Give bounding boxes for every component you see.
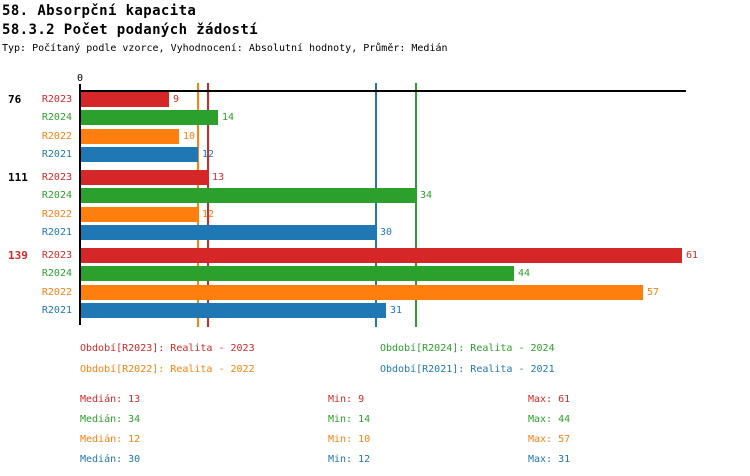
- bar-value-label: 31: [390, 305, 403, 316]
- bar-R2024: [81, 188, 416, 203]
- median-line-R2023: [207, 83, 209, 327]
- row-label-R2022: R2022: [41, 131, 72, 142]
- stat-min-R2023: Min: 9: [328, 394, 365, 405]
- legend-item-R2022: Období[R2022]: Realita - 2022: [80, 364, 255, 375]
- stat-max-R2022: Max: 57: [528, 434, 571, 445]
- stat-median-R2021: Medián: 30: [80, 454, 141, 465]
- stat-max-R2021: Max: 31: [528, 454, 571, 465]
- row-label-R2024: R2024: [41, 190, 72, 201]
- row-label-R2021: R2021: [41, 305, 72, 316]
- legend-item-R2023: Období[R2023]: Realita - 2023: [80, 343, 255, 354]
- y-axis-line: [79, 90, 81, 325]
- bar-value-label: 14: [222, 112, 235, 123]
- row-label-R2024: R2024: [41, 112, 72, 123]
- bar-value-label: 9: [173, 94, 180, 105]
- bar-R2021: [81, 303, 386, 318]
- bar-value-label: 10: [183, 131, 196, 142]
- row-label-R2024: R2024: [41, 268, 72, 279]
- bar-value-label: 30: [380, 227, 393, 238]
- bar-value-label: 61: [686, 250, 699, 261]
- x-axis-zero-tick: [79, 84, 81, 91]
- page-subtitle: 58.3.2 Počet podaných žádostí: [2, 22, 259, 38]
- bar-R2021: [81, 225, 376, 240]
- bar-R2022: [81, 129, 179, 144]
- bar-R2023: [81, 170, 208, 185]
- legend-item-R2021: Období[R2021]: Realita - 2021: [380, 364, 555, 375]
- row-label-R2021: R2021: [41, 149, 72, 160]
- stat-median-R2024: Medián: 34: [80, 414, 141, 425]
- median-line-R2024: [415, 83, 417, 327]
- stat-min-R2022: Min: 10: [328, 434, 371, 445]
- bar-R2021: [81, 147, 198, 162]
- grouped-bar-chart: 0 76 R2023 9 R2024 14 R2022 10 R2021 12 111 R2023 1…: [8, 73, 699, 327]
- row-label-R2022: R2022: [41, 209, 72, 220]
- indicator-meta-line: Typ: Počítaný podle vzorce, Vyhodnocení:…: [2, 43, 448, 54]
- row-label-R2023: R2023: [41, 94, 72, 105]
- stat-min-R2024: Min: 14: [328, 414, 371, 425]
- stat-median-R2023: Medián: 13: [80, 394, 141, 405]
- stat-median-R2022: Medián: 12: [80, 434, 141, 445]
- bar-R2022: [81, 285, 643, 300]
- page-title: 58. Absorpční kapacita: [2, 3, 197, 19]
- median-line-R2022: [197, 83, 199, 327]
- bar-R2024: [81, 110, 218, 125]
- group-label: 111: [8, 171, 28, 184]
- group-label: 139: [8, 249, 28, 262]
- stat-max-R2024: Max: 44: [528, 414, 571, 425]
- bar-R2022: [81, 207, 198, 222]
- stat-max-R2023: Max: 61: [528, 394, 571, 405]
- x-axis-line: [79, 90, 686, 92]
- bar-value-label: 57: [647, 287, 660, 298]
- row-label-R2021: R2021: [41, 227, 72, 238]
- row-label-R2023: R2023: [41, 250, 72, 261]
- bar-value-label: 44: [518, 268, 531, 279]
- bar-R2024: [81, 266, 514, 281]
- bar-value-label: 34: [420, 190, 433, 201]
- x-axis-zero-label: 0: [76, 73, 84, 84]
- bar-value-label: 12: [202, 149, 215, 160]
- stat-min-R2021: Min: 12: [328, 454, 371, 465]
- row-label-R2023: R2023: [41, 172, 72, 183]
- median-line-R2021: [375, 83, 377, 327]
- legend-item-R2024: Období[R2024]: Realita - 2024: [380, 343, 555, 354]
- bar-R2023: [81, 248, 682, 263]
- bar-value-label: 12: [202, 209, 215, 220]
- bar-R2023: [81, 92, 169, 107]
- bar-value-label: 13: [212, 172, 225, 183]
- row-label-R2022: R2022: [41, 287, 72, 298]
- group-label: 76: [8, 93, 22, 106]
